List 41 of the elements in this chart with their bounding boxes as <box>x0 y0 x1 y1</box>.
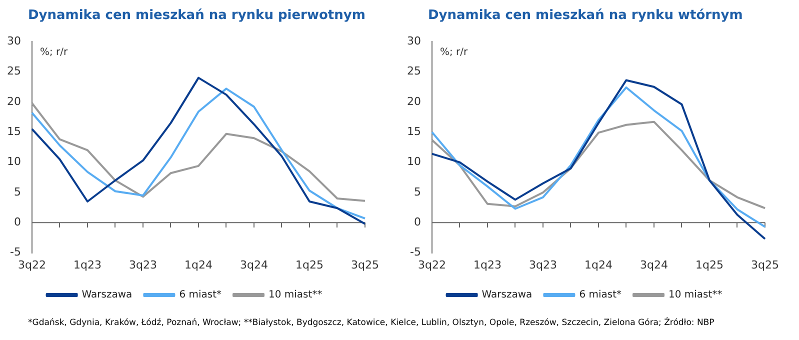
x-tick-label: 1q24 <box>184 258 212 272</box>
y-tick-label: 30 <box>406 34 421 48</box>
y-tick-label: 0 <box>14 215 21 228</box>
x-tick-label: 3q22 <box>18 258 46 272</box>
chart-title: Dynamika cen mieszkań na rynku pierwotnym <box>28 8 366 23</box>
text: *Gdańsk, Gdynia, Kraków, Łódź, Poznań, Wrocław; **Białystok, Bydgoszcz, Katowice, Kielce, Lublin, Olsztyn, Opole, Rzeszów, Szczecin, Zielona Góra; Źródło: NBP <box>28 318 714 328</box>
y-tick-label: 15 <box>6 124 21 138</box>
y-tick-label: -5 <box>10 246 21 259</box>
y-tick-label: 5 <box>414 185 421 198</box>
x-tick-label: 1q23 <box>74 258 102 272</box>
y-tick-label: 20 <box>6 94 21 108</box>
y-tick-label: 30 <box>6 34 21 48</box>
x-tick-label: 3q23 <box>129 258 157 272</box>
y-tick-label: 15 <box>406 124 421 138</box>
y-tick-label: 0 <box>414 215 421 228</box>
x-tick-label: 3q23 <box>529 258 557 272</box>
x-tick-label: 3q25 <box>351 258 379 272</box>
chart-title: Dynamika cen mieszkań na rynku wtórnym <box>428 8 743 23</box>
x-tick-label: 3q24 <box>640 258 668 272</box>
y-tick-label: 25 <box>406 64 421 78</box>
x-tick-label: 1q25 <box>696 258 724 272</box>
legend-label: Warszawa <box>82 290 132 301</box>
legend-label: 6 miast* <box>579 290 622 301</box>
y-tick-label: -5 <box>410 246 421 259</box>
y-axis-title: %; r/r <box>440 47 469 58</box>
legend-label: Warszawa <box>482 290 532 301</box>
y-tick-label: 5 <box>14 185 21 198</box>
y-tick-label: 25 <box>6 64 21 78</box>
x-tick-label: 1q23 <box>474 258 502 272</box>
y-axis-title: %; r/r <box>40 47 69 58</box>
x-tick-label: 1q25 <box>296 258 324 272</box>
legend-label: 6 miast* <box>179 290 222 301</box>
legend-label: 10 miast** <box>668 290 722 301</box>
x-tick-label: 3q25 <box>751 258 779 272</box>
y-tick-label: 10 <box>6 155 21 168</box>
x-tick-label: 3q24 <box>240 258 268 272</box>
x-tick-label: 1q24 <box>584 258 612 272</box>
y-tick-label: 10 <box>406 155 421 168</box>
x-tick-label: 3q22 <box>418 258 446 272</box>
y-tick-label: 20 <box>406 94 421 108</box>
legend-label: 10 miast** <box>268 290 322 301</box>
